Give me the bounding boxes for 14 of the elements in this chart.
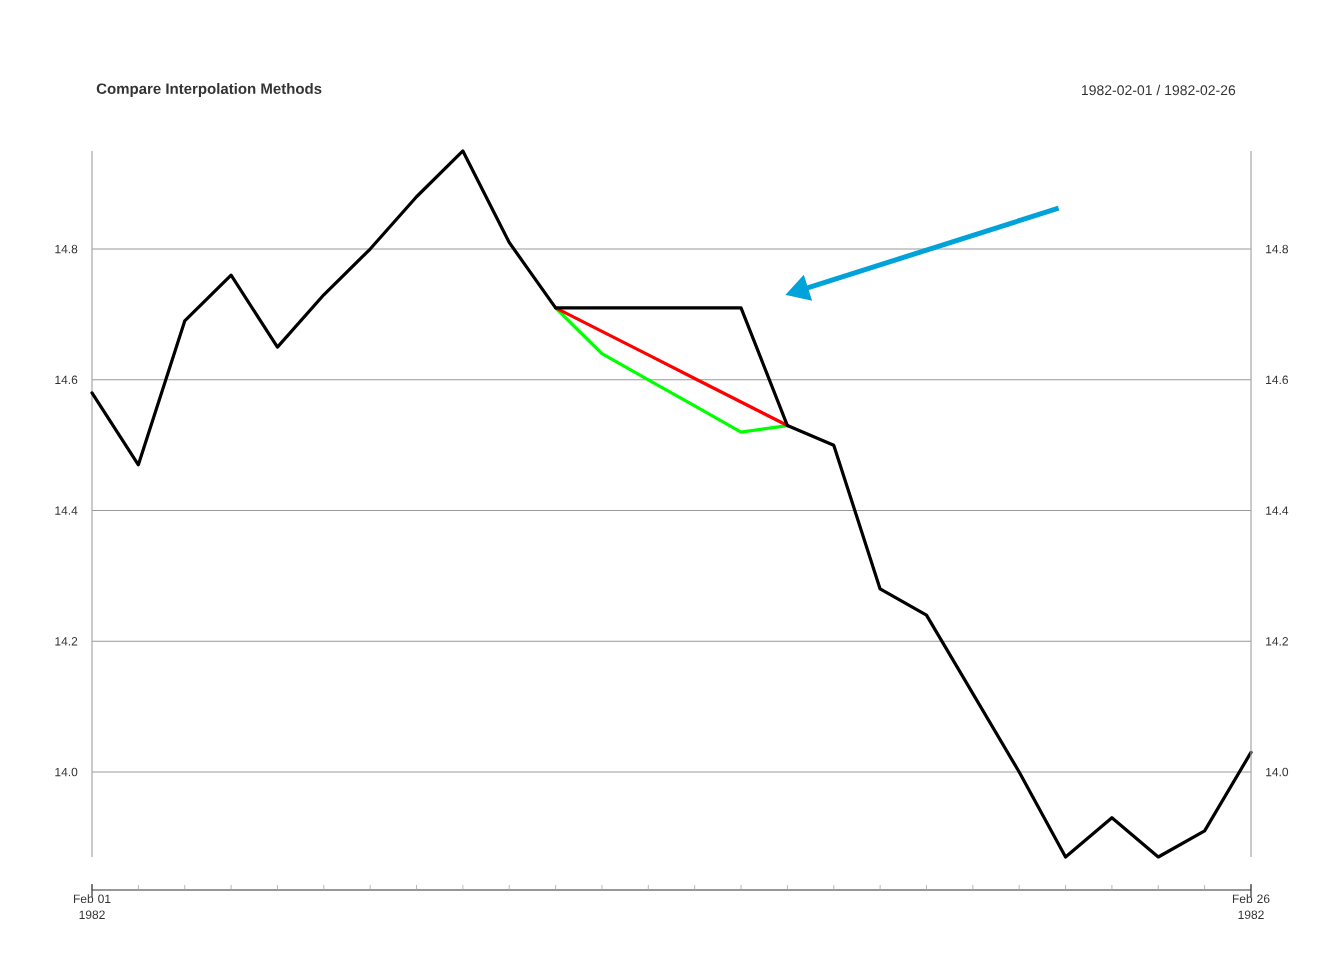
- chart-subtitle: 1982-02-01 / 1982-02-26: [1081, 84, 1236, 96]
- y-tick-label: 14.0: [55, 767, 78, 777]
- y-tick-label: 14.2: [55, 637, 78, 646]
- y-tick-label: 14.6: [55, 375, 78, 385]
- y-tick-label: 14.8: [55, 244, 78, 254]
- y2-tick-label: 14.4: [1266, 506, 1289, 515]
- y2-tick-label: 14.8: [1266, 244, 1289, 254]
- x-tick-label: Feb 26 1982: [1232, 894, 1270, 919]
- x-tick-label: Feb 01 1982: [73, 894, 111, 919]
- y2-tick-label: 14.0: [1266, 767, 1289, 777]
- y2-tick-label: 14.6: [1266, 375, 1289, 385]
- y2-tick-label: 14.2: [1266, 637, 1288, 646]
- y-tick-label: 14.4: [55, 506, 78, 515]
- chart-title: Compare Interpolation Methods: [96, 82, 322, 97]
